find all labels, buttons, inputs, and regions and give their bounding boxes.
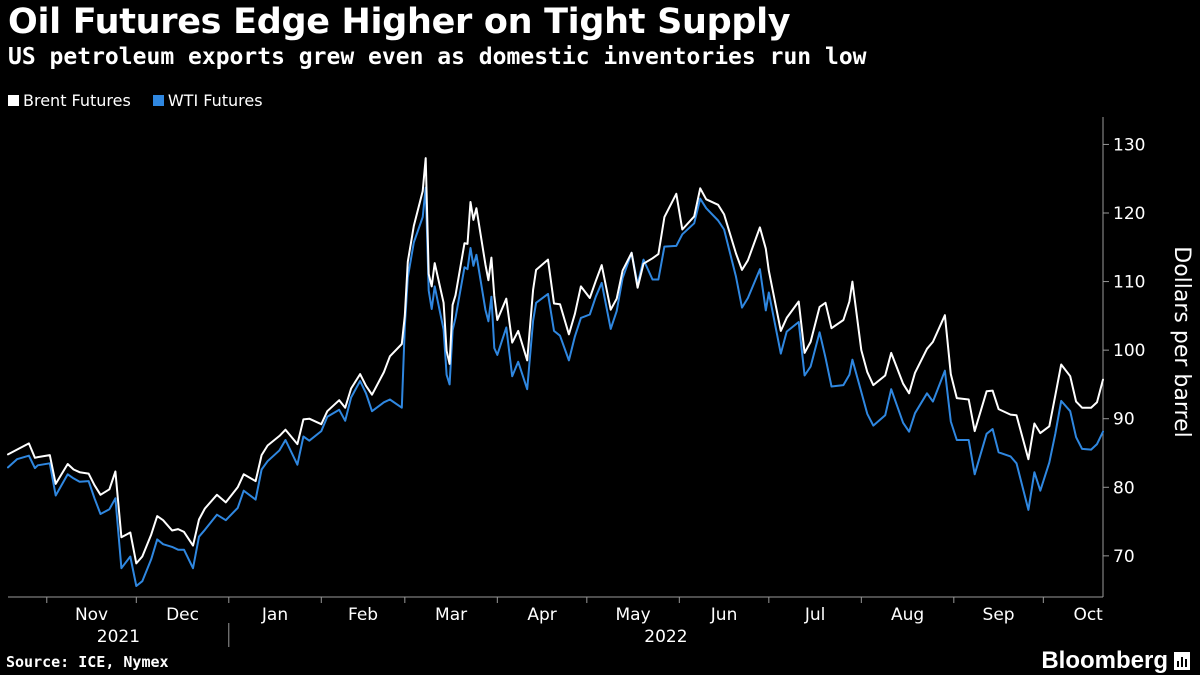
x-tick-label: Dec: [166, 605, 199, 625]
legend-swatch-brent: [8, 95, 19, 106]
legend-label-wti: WTI Futures: [167, 91, 263, 110]
source-note: Source: ICE, Nymex: [6, 653, 169, 671]
year-label: 2021: [97, 627, 140, 647]
x-tick-label: Mar: [435, 605, 467, 625]
brand-logo: Bloomberg: [1041, 647, 1190, 675]
x-tick-label: Jul: [804, 605, 826, 625]
y-tick-label: 100: [1113, 341, 1145, 361]
series-line-wti: [7, 186, 1104, 587]
legend-item-brent: Brent Futures: [8, 91, 131, 110]
x-tick-label: May: [615, 605, 650, 625]
y-tick-label: 110: [1113, 273, 1145, 293]
y-tick-label: 70: [1113, 547, 1135, 567]
brand-name: Bloomberg: [1041, 647, 1168, 674]
x-tick-label: Oct: [1073, 605, 1103, 625]
x-tick-label: Apr: [527, 605, 556, 625]
y-axis-title: Dollars per barrel: [1169, 246, 1194, 437]
y-tick-label: 80: [1113, 478, 1135, 498]
chart-subtitle: US petroleum exports grew even as domest…: [8, 44, 867, 70]
y-tick-label: 120: [1113, 204, 1145, 224]
bloomberg-chart-icon: [1174, 652, 1190, 670]
x-tick-label: Nov: [75, 605, 108, 625]
series-line-brent: [7, 157, 1104, 565]
x-tick-label: Jun: [710, 605, 738, 625]
year-label: 2022: [644, 627, 687, 647]
x-tick-label: Feb: [348, 605, 378, 625]
y-tick-label: 90: [1113, 410, 1135, 430]
x-tick-label: Jan: [261, 605, 288, 625]
x-tick-label: Sep: [983, 605, 1015, 625]
x-tick-label: Aug: [891, 605, 924, 625]
chart-legend: Brent Futures WTI Futures: [8, 91, 285, 110]
legend-label-brent: Brent Futures: [23, 91, 131, 110]
y-tick-label: 130: [1113, 135, 1145, 155]
chart-title: Oil Futures Edge Higher on Tight Supply: [8, 2, 791, 42]
legend-item-wti: WTI Futures: [152, 91, 263, 110]
legend-swatch-wti: [152, 95, 164, 106]
